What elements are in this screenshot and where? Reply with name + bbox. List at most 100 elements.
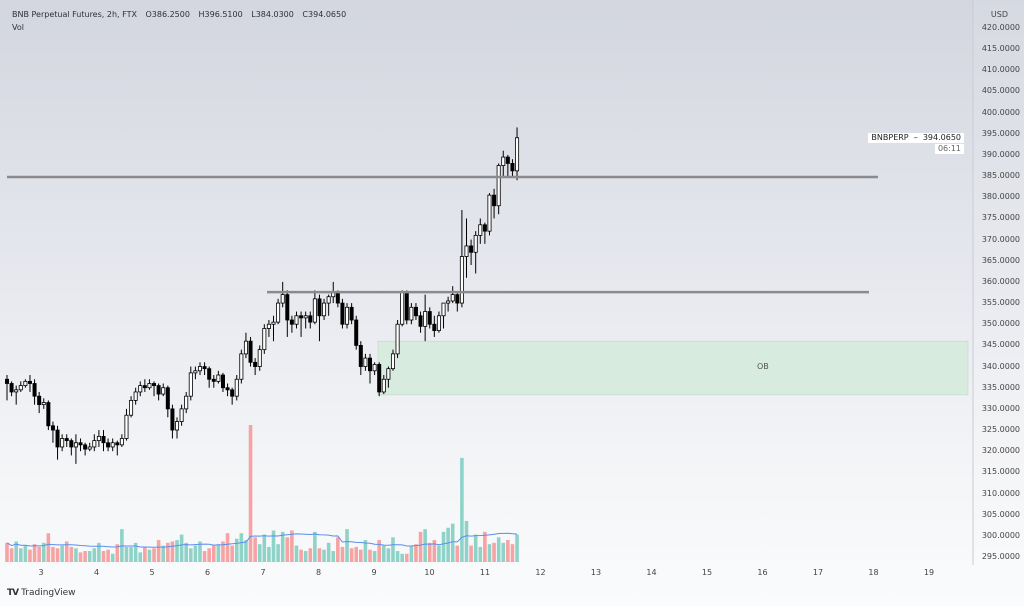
volume-bar xyxy=(156,540,161,562)
candle xyxy=(427,307,432,329)
time-tick-label: 11 xyxy=(479,568,491,577)
candle xyxy=(280,281,285,308)
symbol-title[interactable]: BNB Perpetual Futures, 2h, FTX xyxy=(12,10,137,19)
candle xyxy=(230,387,235,405)
price-tick-label: 310.0000 xyxy=(981,488,1020,498)
price-tick-label: 355.0000 xyxy=(981,298,1020,308)
candle-body xyxy=(23,380,28,387)
order-block-zone[interactable] xyxy=(377,340,969,396)
candle-body xyxy=(197,366,202,372)
time-tick-label: 18 xyxy=(868,568,879,577)
price-tick-label: 375.0000 xyxy=(981,213,1020,223)
volume-bar xyxy=(450,523,455,562)
candle xyxy=(18,381,23,392)
candle-body xyxy=(184,395,189,410)
volume-bar xyxy=(271,530,276,562)
candle xyxy=(101,430,106,452)
candle xyxy=(363,353,368,371)
ob-label: OB xyxy=(757,362,769,371)
candle-body xyxy=(271,321,276,325)
candle xyxy=(368,353,373,384)
candle xyxy=(423,294,428,342)
candle xyxy=(207,366,212,388)
chart-legend: BNB Perpetual Futures, 2h, FTX O386.2500… xyxy=(12,10,352,20)
candle xyxy=(14,385,19,405)
volume-bar xyxy=(239,533,244,562)
candle xyxy=(372,362,377,376)
candle xyxy=(138,381,143,397)
volume-bar xyxy=(501,542,506,562)
volume-bar xyxy=(423,529,427,562)
candle-body xyxy=(133,391,138,401)
volume-bar xyxy=(115,544,120,562)
candle xyxy=(349,303,354,325)
volume-bar xyxy=(322,549,326,562)
candle-body xyxy=(340,302,345,325)
candle xyxy=(152,381,157,397)
candle-body xyxy=(363,357,368,367)
price-axis-area[interactable] xyxy=(973,0,1024,606)
candle xyxy=(37,391,42,414)
candle xyxy=(193,366,198,380)
volume-bar xyxy=(446,527,450,562)
volume-bar xyxy=(455,545,460,562)
tradingview-logo[interactable]: 𝗧𝗩 TradingView xyxy=(7,588,76,599)
volume-bar xyxy=(97,542,101,562)
candle xyxy=(285,290,290,337)
candle-body xyxy=(308,315,313,323)
time-tick-label: 9 xyxy=(371,568,377,577)
candle-body xyxy=(27,380,32,384)
candle-body xyxy=(395,323,400,355)
candle-body xyxy=(207,368,212,380)
volume-bar xyxy=(152,548,156,562)
candle xyxy=(170,404,175,439)
volume-bar xyxy=(138,552,143,562)
volume-bar xyxy=(313,531,317,562)
candle xyxy=(377,362,382,397)
price-tick-label: 400.0000 xyxy=(981,107,1020,117)
candle xyxy=(64,434,69,447)
candle-body xyxy=(220,374,225,389)
volume-legend[interactable]: Vol xyxy=(12,23,24,32)
candle xyxy=(27,375,32,392)
volume-ma-line xyxy=(6,532,518,548)
volume-bar xyxy=(175,540,179,562)
volume-bar xyxy=(276,544,280,562)
candle-body xyxy=(46,402,51,427)
time-tick-label: 17 xyxy=(812,568,824,577)
candle-body xyxy=(266,323,271,329)
candle-body xyxy=(5,378,10,384)
volume-bar xyxy=(395,551,400,562)
candle xyxy=(179,404,184,426)
candle xyxy=(124,408,129,441)
candle-body xyxy=(505,156,510,164)
candle xyxy=(253,358,258,376)
high-value: H396.5100 xyxy=(198,10,243,19)
candle xyxy=(492,188,497,219)
volume-bar xyxy=(349,548,354,562)
volume-bar xyxy=(51,546,55,562)
candle xyxy=(55,425,60,460)
candle xyxy=(345,303,350,329)
last-price-value: 394.0650 xyxy=(922,133,961,142)
volume-bar xyxy=(404,553,409,562)
time-tick-label: 6 xyxy=(204,568,211,577)
volume-bar xyxy=(363,540,368,562)
candle xyxy=(478,218,483,244)
volume-bar xyxy=(74,548,78,562)
candle xyxy=(271,315,276,342)
time-tick-label: 13 xyxy=(590,568,602,577)
volume-bar xyxy=(372,551,377,562)
close-value: C394.0650 xyxy=(302,10,347,19)
candle-body xyxy=(96,435,101,442)
volume-bar xyxy=(280,531,285,562)
price-tick-label: 350.0000 xyxy=(981,319,1020,329)
candle-body xyxy=(515,137,520,172)
candle xyxy=(9,381,14,397)
price-tick-label: 300.0000 xyxy=(981,530,1020,540)
dash: – xyxy=(911,133,921,142)
volume-bar xyxy=(46,533,51,562)
volume-bar xyxy=(400,553,404,562)
volume-bar xyxy=(469,545,473,562)
